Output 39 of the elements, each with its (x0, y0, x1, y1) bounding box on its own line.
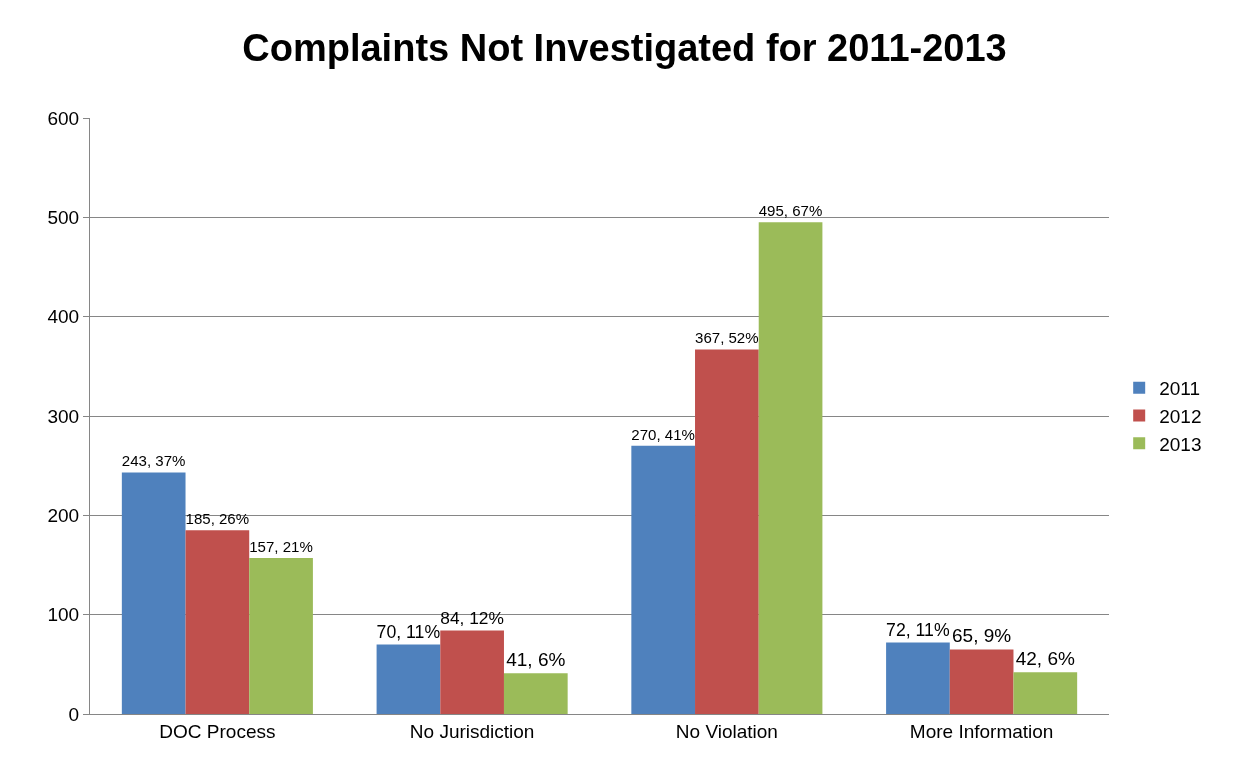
bar (1013, 672, 1078, 714)
data-label: 72, 11% (886, 619, 950, 640)
y-tick-label: 100 (47, 604, 80, 626)
data-label: 41, 6% (506, 649, 566, 671)
bar (440, 630, 504, 714)
y-tick-label: 200 (47, 504, 80, 526)
bar (503, 673, 568, 714)
x-tick-label: No Jurisdiction (409, 720, 535, 742)
data-label: 367, 52% (695, 329, 759, 347)
legend-label: 2011 (1159, 378, 1201, 400)
chart-title: Complaints Not Investigated for 2011-2013 (242, 27, 1007, 70)
x-tick-label: DOC Process (159, 720, 276, 742)
y-tick-label: 0 (68, 703, 80, 725)
x-tick-label: No Violation (675, 720, 778, 742)
bar (886, 642, 950, 714)
y-tick-label: 400 (47, 306, 80, 328)
bar (695, 349, 759, 714)
y-tick-label: 300 (47, 405, 80, 427)
data-label: 495, 67% (758, 202, 823, 220)
bar (121, 472, 186, 714)
y-tick-label: 500 (47, 206, 80, 228)
data-label: 243, 37% (121, 452, 186, 470)
legend-label: 2012 (1159, 405, 1202, 427)
bar (631, 445, 696, 714)
data-label: 157, 21% (249, 537, 313, 555)
bar (185, 530, 250, 714)
bar (949, 649, 1014, 714)
x-tick-label: More Information (909, 720, 1054, 742)
data-label: 270, 41% (631, 425, 695, 443)
y-tick-label: 600 (47, 107, 80, 129)
data-label: 65, 9% (952, 625, 1012, 647)
data-label: 84, 12% (440, 607, 504, 628)
data-label: 70, 11% (376, 621, 441, 642)
legend-label: 2013 (1159, 433, 1202, 455)
bar (249, 558, 313, 714)
bar (758, 222, 823, 714)
data-label: 42, 6% (1015, 648, 1075, 670)
bar (376, 644, 441, 714)
data-label: 185, 26% (185, 510, 250, 528)
